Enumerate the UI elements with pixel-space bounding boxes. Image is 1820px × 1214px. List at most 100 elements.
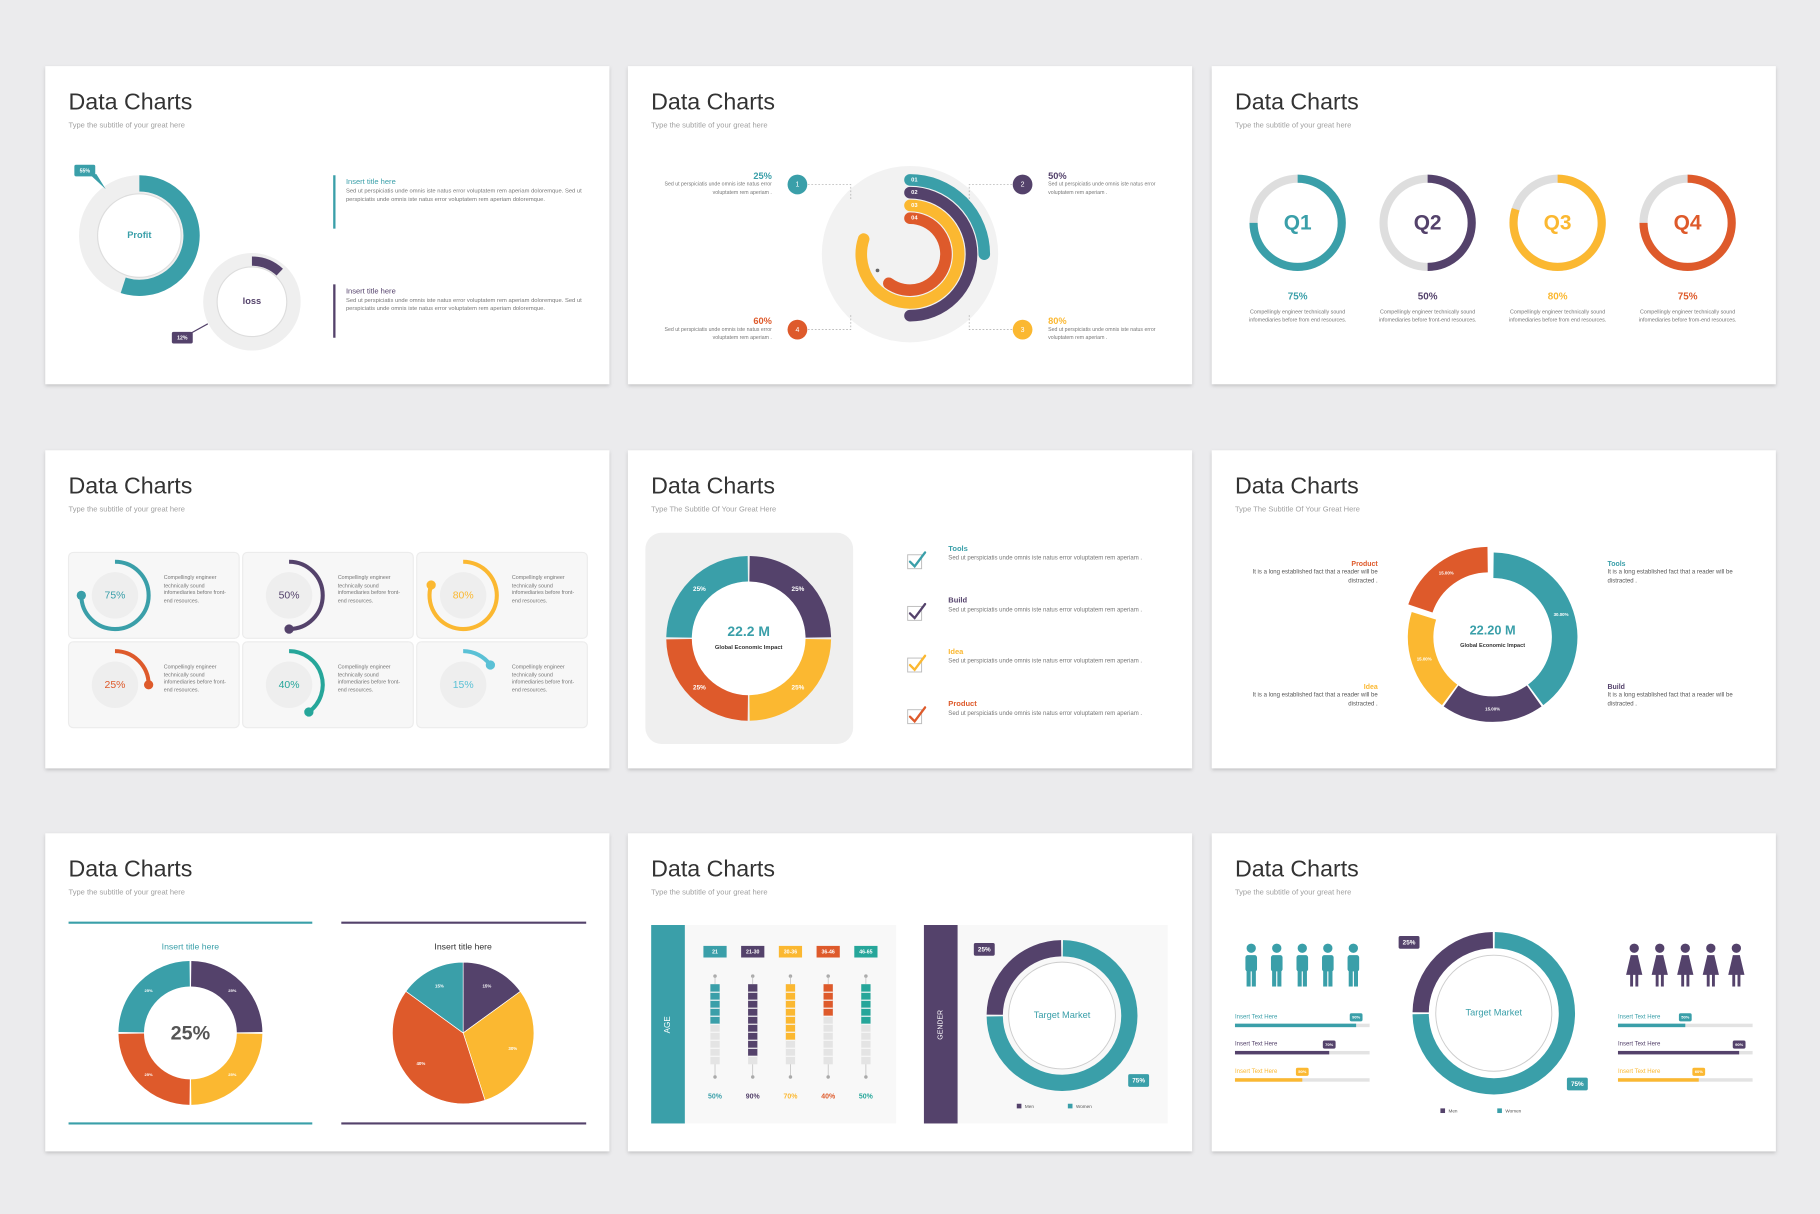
bar-label: Insert Text Here xyxy=(1618,1014,1661,1020)
badge xyxy=(74,164,96,177)
gauge-dot xyxy=(143,680,154,690)
bar xyxy=(861,984,871,1025)
person-dress xyxy=(1728,955,1745,975)
connector xyxy=(968,313,1023,330)
slide-bg xyxy=(1211,66,1776,385)
person-dress xyxy=(1626,955,1643,975)
bar-label: Insert Text Here xyxy=(1235,1069,1278,1075)
slide: Data Charts Type the subtitle of your gre… xyxy=(45,450,610,769)
number-badge xyxy=(787,174,808,195)
check-mark xyxy=(908,551,927,569)
item-text-text: Sed ut perspiciatis unde omnis iste natu… xyxy=(345,297,582,313)
person-leg xyxy=(1686,973,1690,987)
axis-label: GENDER xyxy=(938,1010,945,1040)
callout-value: 60% xyxy=(753,316,772,326)
badge-label: 90% xyxy=(1352,1015,1361,1020)
slide-subtitle: Type the subtitle of your great here xyxy=(651,120,767,129)
stem-dot xyxy=(713,1075,717,1079)
item-title: Build xyxy=(1608,684,1625,691)
legend-swatch xyxy=(1016,1103,1022,1109)
slide-subtitle: Type the subtitle of your great here xyxy=(69,887,185,896)
callout-text-text: Sed ut perspiciatis unde omnis iste natu… xyxy=(1048,181,1156,195)
legend-swatch xyxy=(1067,1103,1073,1109)
slice-label: 40% xyxy=(416,1061,425,1066)
badge xyxy=(1398,936,1420,949)
badge-label: 12% xyxy=(177,335,188,341)
person-body xyxy=(1296,955,1309,972)
segment-group xyxy=(1412,931,1494,1013)
connector xyxy=(968,184,1023,201)
badge-label: 75% xyxy=(1132,1078,1145,1085)
center-label: Global Economic Impact xyxy=(1460,643,1525,649)
slide: Data Charts Type the subtitle of your gre… xyxy=(1211,833,1776,1152)
badge-label: 55% xyxy=(80,168,91,174)
person-head xyxy=(1323,943,1333,953)
item-text: Sed ut perspiciatis unde omnis iste natu… xyxy=(948,710,1142,717)
item-text: It is a long established fact that a rea… xyxy=(1253,692,1378,708)
person-head xyxy=(1655,943,1665,953)
person-head xyxy=(1246,943,1256,953)
person-leg xyxy=(1246,970,1251,987)
slice-label: 15% xyxy=(482,984,491,989)
ring-value: 50% xyxy=(1418,292,1438,303)
slide: Data Charts Type the subtitle of your gre… xyxy=(45,833,610,1152)
card-text-text: Compellingly engineer technically sound … xyxy=(163,574,226,604)
bar xyxy=(710,984,720,1025)
person-head xyxy=(1297,943,1307,953)
value-label: 50% xyxy=(859,1094,873,1101)
slide-subtitle: Type The Subtitle Of Your Great Here xyxy=(651,504,776,513)
slide-title: Data Charts xyxy=(651,473,775,499)
gauge-disc xyxy=(91,661,139,708)
gauge-label: 75% xyxy=(105,591,126,602)
axis-band xyxy=(923,925,958,1124)
donut-segment xyxy=(1407,612,1458,706)
donut-arc xyxy=(120,175,200,296)
check-box xyxy=(907,605,923,621)
card-text-text: Compellingly engineer technically sound … xyxy=(163,663,226,693)
card-text: Compellingly engineer technically sound … xyxy=(338,575,400,604)
callout-value: 50% xyxy=(1048,171,1067,181)
item-bar xyxy=(333,175,336,229)
item-text: It is a long established fact that a rea… xyxy=(1608,569,1733,585)
ring-label: 02 xyxy=(911,190,917,196)
slide-title: Data Charts xyxy=(69,473,193,499)
slide-title: Data Charts xyxy=(1235,856,1359,882)
check-mark xyxy=(908,602,927,620)
item-text: Sed ut perspiciatis unde omnis iste natu… xyxy=(948,606,1143,614)
bar xyxy=(1617,1023,1686,1028)
item-bar xyxy=(333,284,336,338)
person-leg xyxy=(1706,973,1710,987)
donut-label: loss xyxy=(243,296,262,306)
badge xyxy=(1566,1077,1588,1091)
person-body xyxy=(1347,955,1360,972)
donut-segment xyxy=(748,555,832,639)
item-title: Tools xyxy=(948,544,968,553)
person-leg xyxy=(1251,970,1256,987)
item-title: Insert title here xyxy=(346,286,396,295)
number-label: 2 xyxy=(1021,182,1025,189)
person-leg xyxy=(1732,973,1736,987)
person-leg xyxy=(1302,970,1307,987)
badge-label: 90% xyxy=(1735,1042,1744,1047)
person-head xyxy=(1731,943,1741,953)
slide-subtitle: Type the subtitle of your great here xyxy=(1235,120,1351,129)
gauge-arc xyxy=(427,559,499,632)
item-text-text: It is a long established fact that a rea… xyxy=(1607,691,1733,708)
segment-group: 30.00% xyxy=(1492,552,1578,706)
segment-group: 25% xyxy=(190,960,263,1033)
bar xyxy=(1234,1078,1303,1082)
gauge-label: 80% xyxy=(453,591,474,602)
donut-inner xyxy=(1008,961,1116,1070)
donut-inner xyxy=(691,581,806,696)
item-text-text: Sed ut perspiciatis unde omnis iste natu… xyxy=(345,188,582,204)
category-box xyxy=(854,945,878,958)
item-text-text: Sed ut perspiciatis unde omnis iste natu… xyxy=(948,606,1143,614)
person-leg xyxy=(1277,970,1282,987)
card-text: Compellingly engineer technically sound … xyxy=(512,664,574,693)
donut-segment xyxy=(1408,546,1489,614)
chart-title: Insert title here xyxy=(434,941,492,951)
ring-text-text: Compellingly engineer technically sound … xyxy=(1509,308,1607,323)
ring-label: Q3 xyxy=(1544,212,1572,235)
ring-arc xyxy=(855,199,965,309)
